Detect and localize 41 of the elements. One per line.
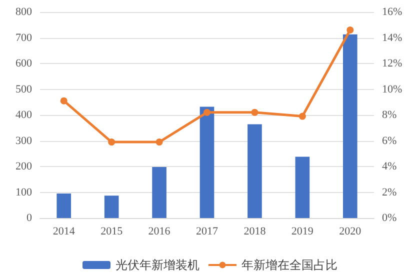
point (60, 97, 68, 104)
y2-tick-label: 4% (382, 160, 397, 172)
bar (295, 156, 310, 218)
x-tick-label: 2017 (196, 226, 218, 238)
y-tick-label: 200 (16, 160, 32, 172)
y2-tick-label: 2% (382, 186, 397, 198)
x-tick-label: 2015 (100, 226, 124, 238)
y2-tick-label: 8% (382, 109, 397, 121)
x-tick-label: 2016 (148, 226, 171, 238)
point (298, 112, 306, 120)
point (204, 108, 210, 116)
point (251, 108, 258, 116)
y-tick-label: 400 (16, 109, 32, 121)
y-tick-label: 300 (16, 134, 32, 147)
point (346, 26, 354, 34)
y-tick-label: 0 (26, 212, 32, 224)
x-tick-label: 2019 (291, 226, 314, 238)
x-tick-label: 2018 (244, 226, 266, 238)
y-tick-label: 500 (16, 83, 32, 96)
point (156, 138, 163, 146)
bar (152, 167, 166, 218)
y2-tick-label: 10% (382, 83, 402, 96)
y2-tick-label: 14% (382, 32, 402, 44)
bar (342, 34, 358, 218)
y-tick-label: 700 (16, 32, 32, 44)
y2-tick-label: 0% (382, 212, 397, 224)
y2-tick-label: 6% (382, 134, 397, 147)
legend-label: 年新增在全国占比 (242, 258, 338, 272)
y-tick-label: 800 (16, 6, 32, 18)
bar (56, 194, 72, 218)
x-tick-label: 2014 (52, 226, 76, 238)
y2-tick-label: 16% (382, 6, 402, 18)
y-tick-label: 600 (16, 58, 32, 70)
bar (104, 196, 119, 218)
point (108, 138, 116, 146)
bar (200, 106, 214, 218)
x-tick-label: 2020 (339, 226, 362, 238)
legend-label: 光伏年新增装机 (116, 258, 200, 272)
bar (248, 124, 262, 218)
y2-tick-label: 12% (382, 58, 402, 70)
y-tick-label: 100 (16, 186, 32, 198)
